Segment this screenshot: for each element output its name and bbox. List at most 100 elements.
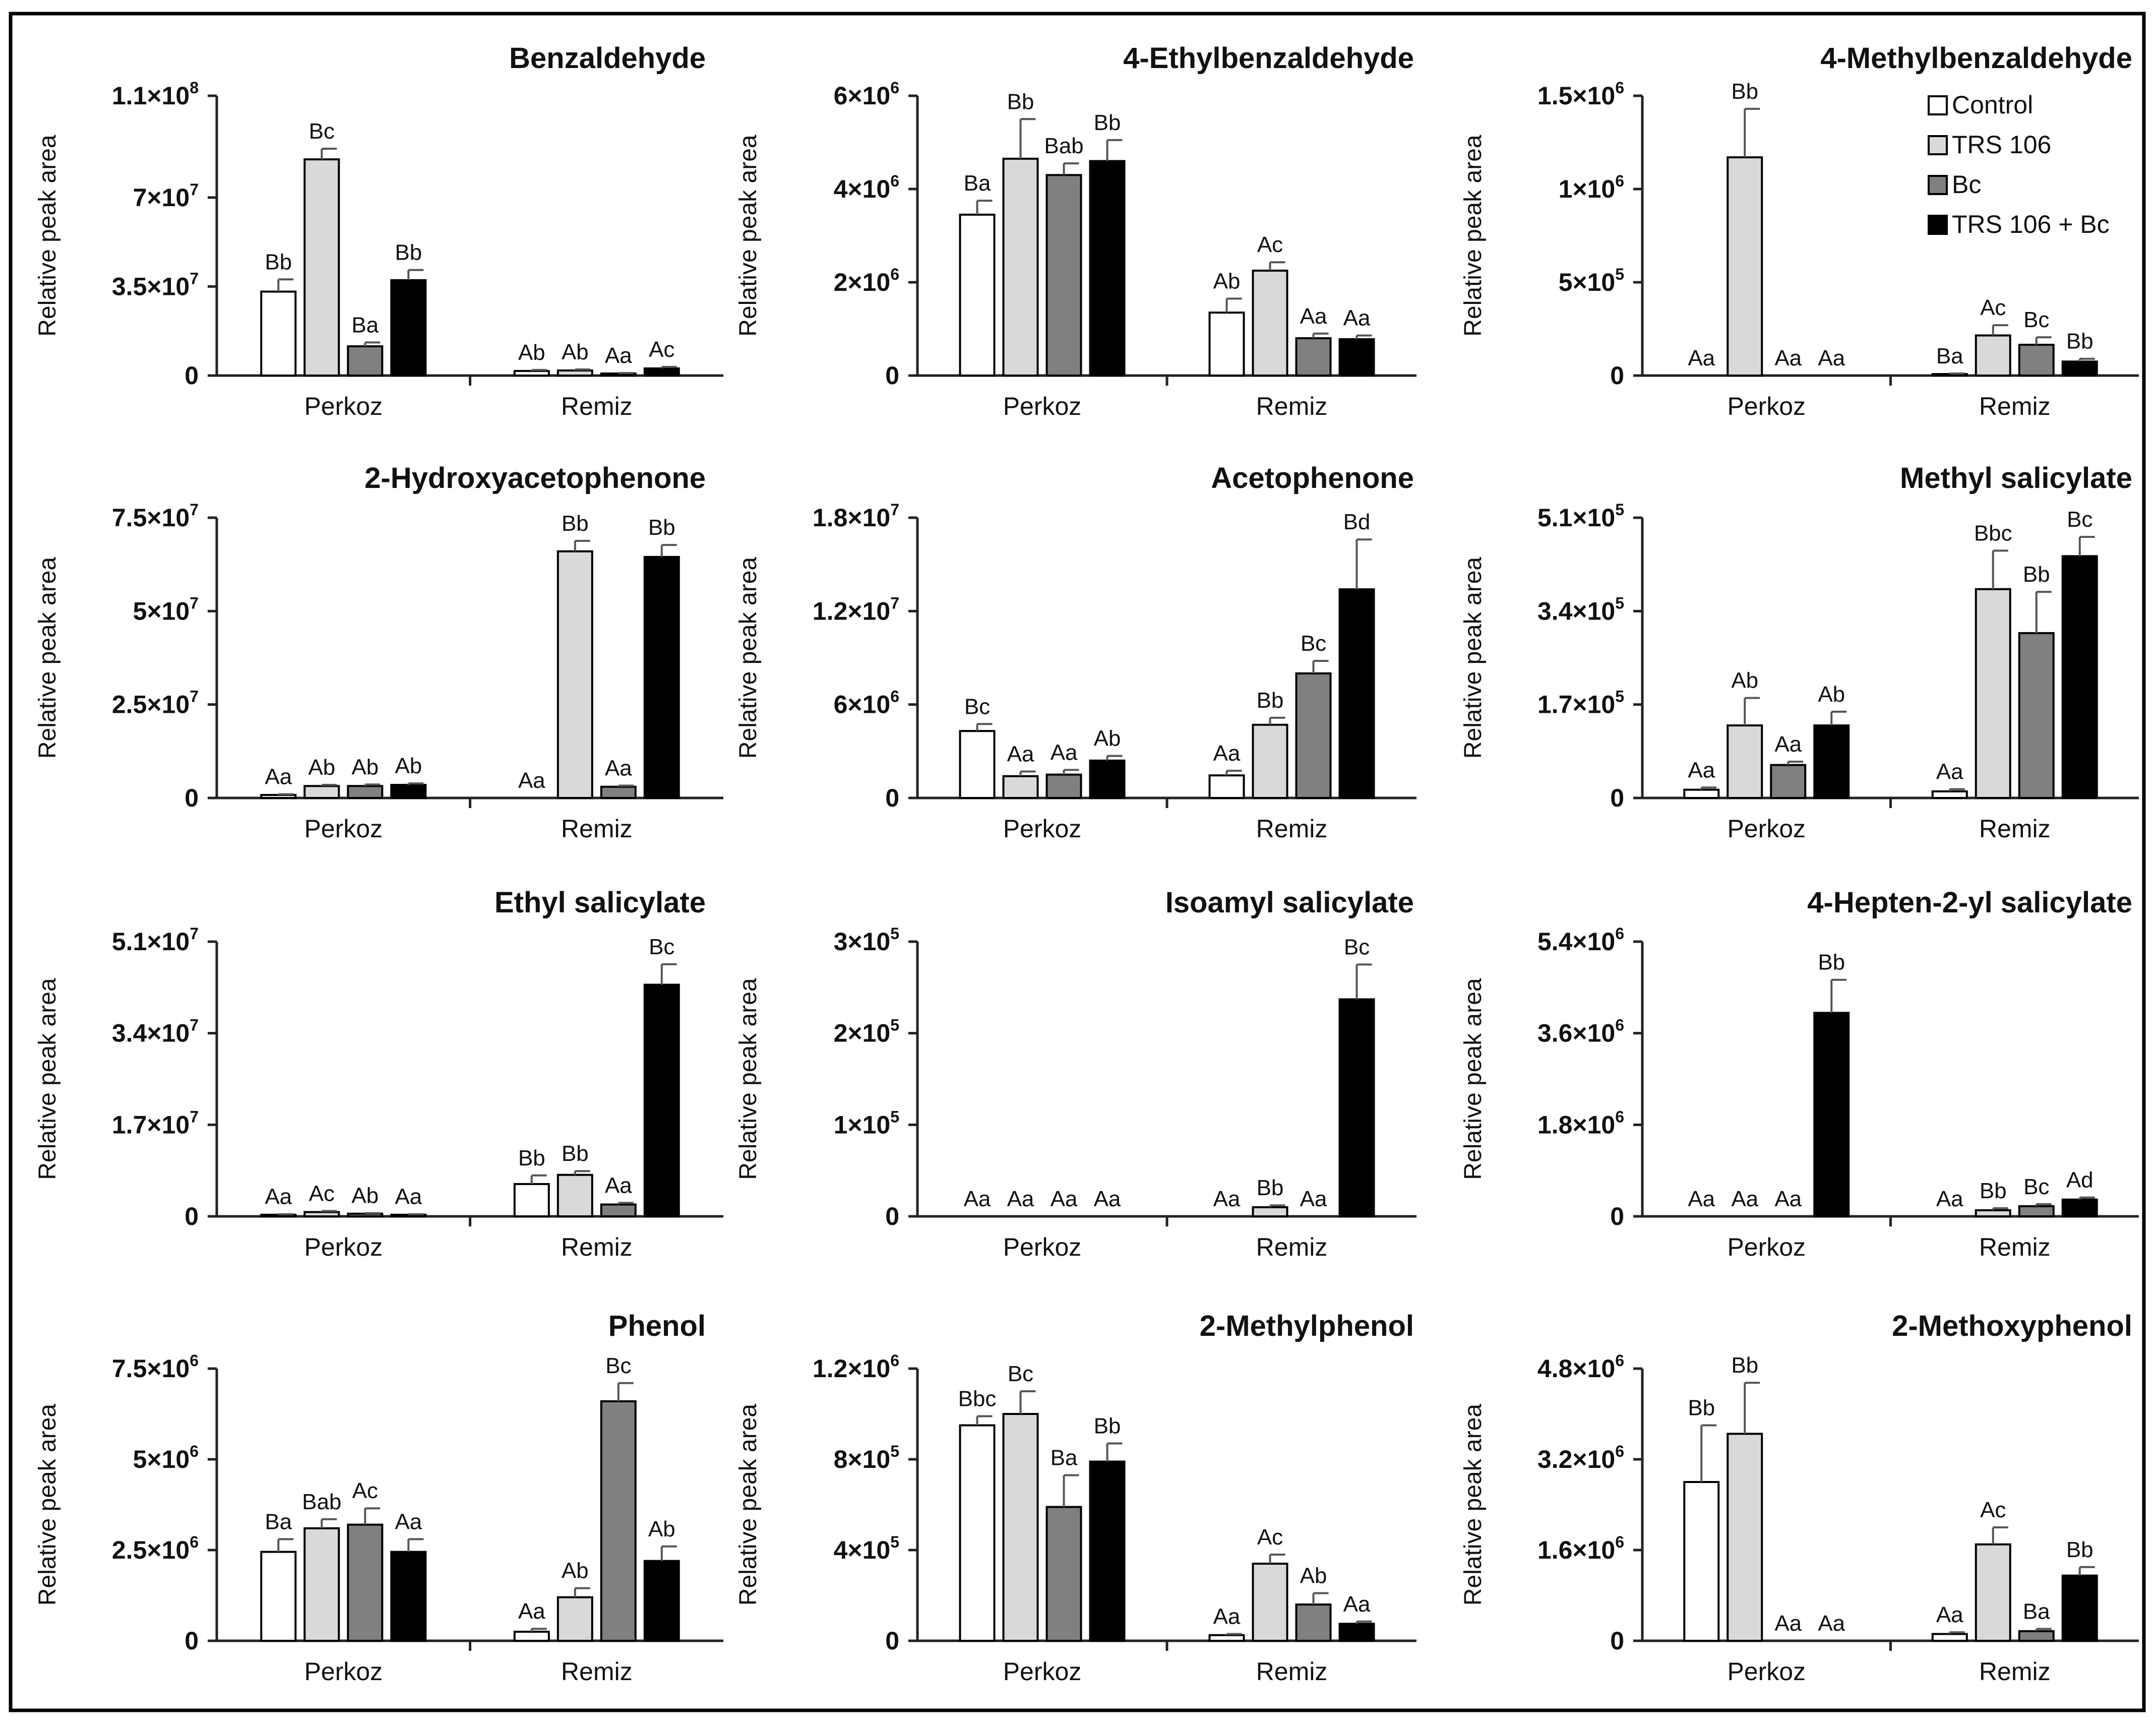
y-axis-label: Relative peak area <box>1460 135 1487 337</box>
y-tick-label: 5.1×105 <box>1537 501 1624 532</box>
x-tick-label-perkoz: Perkoz <box>1727 392 1806 420</box>
significance-label: Bb <box>1980 1179 2007 1203</box>
significance-label: Bb <box>1094 110 1121 135</box>
bar-remiz-trs-106-bc <box>2061 1198 2098 1217</box>
y-tick-label: 0 <box>184 1627 199 1655</box>
significance-label: Ab <box>308 755 335 780</box>
significance-label: Bb <box>648 515 675 540</box>
bar-remiz-trs-106-bc <box>1338 998 1375 1217</box>
y-tick-label: 7.5×107 <box>112 501 199 532</box>
bar-perkoz-control <box>260 794 297 799</box>
bar-perkoz-trs-106-bc <box>390 1551 427 1642</box>
bar-remiz-control <box>1208 774 1245 799</box>
chart-4-hepten-2-yl-salicylate: 4-Hepten-2-yl salicylate Relative peak ar… <box>1460 886 2139 1261</box>
x-tick-label-remiz: Remiz <box>1256 815 1328 843</box>
significance-label: Aa <box>1300 304 1327 329</box>
y-axis-label: Relative peak area <box>735 135 762 337</box>
y-axis-label: Relative peak area <box>735 557 762 759</box>
bar-remiz-trs-106 <box>1975 1543 2011 1642</box>
bar-remiz-bc <box>2018 343 2055 377</box>
significance-label: Aa <box>1343 305 1371 330</box>
y-tick-label: 5×105 <box>1559 265 1624 296</box>
bar-remiz-trs-106-bc <box>643 983 680 1218</box>
significance-label: Bb <box>1688 1396 1715 1421</box>
bar-remiz-trs-106 <box>1252 1206 1288 1217</box>
chart-panels: Benzaldehyde Relative peak area 0 3.5×107 7×… <box>34 42 2139 1686</box>
bar-perkoz-trs-106 <box>303 1527 340 1642</box>
bar-remiz-bc <box>2018 632 2055 799</box>
significance-label: Aa <box>1094 1187 1121 1211</box>
bar-perkoz-bc <box>347 785 384 799</box>
y-tick-label: 1.8×107 <box>813 501 899 532</box>
significance-label: Ac <box>1980 295 2006 320</box>
bar-perkoz-control <box>959 213 996 377</box>
y-tick-label: 0 <box>885 361 899 390</box>
bar-perkoz-trs-106-bc <box>1089 1460 1126 1642</box>
y-tick-label: 1×105 <box>834 1107 899 1139</box>
x-tick-label-perkoz: Perkoz <box>304 815 383 843</box>
significance-label: Aa <box>1818 1611 1845 1636</box>
bar-remiz-trs-106-bc <box>2061 360 2098 377</box>
x-tick-label-remiz: Remiz <box>561 392 633 420</box>
significance-label: Ab <box>1818 682 1845 707</box>
x-tick-label-remiz: Remiz <box>1256 1233 1328 1261</box>
y-tick-label: 3×105 <box>834 924 899 956</box>
bar-remiz-bc <box>600 1400 637 1642</box>
legend: Control TRS 106 Bc TRS 106 + Bc <box>1928 91 2110 238</box>
x-tick-label-perkoz: Perkoz <box>1003 1233 1082 1261</box>
significance-label: Ba <box>1936 344 1963 368</box>
y-tick-label: 6×106 <box>834 688 899 719</box>
significance-label: Bbc <box>1974 521 2012 545</box>
y-axis-label: Relative peak area <box>34 1404 61 1606</box>
y-tick-label: 0 <box>885 784 899 812</box>
significance-label: Aa <box>605 1173 632 1198</box>
significance-label: Aa <box>605 756 632 781</box>
bar-remiz-trs-106-bc <box>2061 555 2098 799</box>
y-tick-label: 4×105 <box>834 1533 899 1564</box>
y-tick-label: 2.5×107 <box>112 688 199 719</box>
x-tick-label-remiz: Remiz <box>1979 815 2051 843</box>
significance-label: Bb <box>1731 79 1758 104</box>
bar-remiz-control <box>1931 1633 1968 1642</box>
bar-perkoz-trs-106 <box>1727 156 1763 377</box>
bar-remiz-trs-106 <box>557 550 593 799</box>
bar-perkoz-control <box>959 1424 996 1642</box>
significance-label: Aa <box>1774 732 1802 757</box>
x-tick-label-perkoz: Perkoz <box>304 392 383 420</box>
y-axis-label: Relative peak area <box>34 978 61 1180</box>
chart-4-methylbenzaldehyde: 4-Methylbenzaldehyde Relative peak area 0 5… <box>1460 42 2139 420</box>
chart-phenol: Phenol Relative peak area 0 2.5×106 5×106 7.5… <box>34 1310 723 1686</box>
chart-methyl-salicylate: Methyl salicylate Relative peak area 0 1.7×… <box>1460 462 2139 843</box>
bar-perkoz-trs-106 <box>1002 1413 1039 1642</box>
x-tick-label-remiz: Remiz <box>1979 392 2051 420</box>
significance-label: Ba <box>1051 1446 1078 1470</box>
significance-label: Bbc <box>958 1387 997 1411</box>
y-tick-label: 1.8×106 <box>1537 1107 1624 1139</box>
bar-perkoz-control <box>260 1551 297 1642</box>
y-tick-label: 1.5×106 <box>1537 79 1624 110</box>
bar-remiz-bc <box>600 785 637 799</box>
significance-label: Bc <box>1301 631 1326 656</box>
bar-remiz-trs-106-bc <box>643 1560 680 1642</box>
chart-benzaldehyde: Benzaldehyde Relative peak area 0 3.5×107 7×… <box>34 42 723 420</box>
bar-remiz-trs-106-bc <box>643 556 680 799</box>
bar-remiz-trs-106-bc <box>643 367 680 377</box>
bar-perkoz-bc <box>347 1523 384 1642</box>
significance-label: Aa <box>1300 1187 1327 1211</box>
chart-title: 2-Methylphenol <box>1200 1310 1414 1342</box>
bar-perkoz-trs-106-bc <box>1813 724 1850 799</box>
chart-title: Isoamyl salicylate <box>1165 886 1414 919</box>
bar-remiz-control <box>1931 790 1968 799</box>
significance-label: Bb <box>1007 89 1034 114</box>
bar-perkoz-trs-106-bc <box>390 279 427 377</box>
bar-perkoz-trs-106-bc <box>1089 160 1126 377</box>
bar-remiz-control <box>1208 312 1245 377</box>
x-tick-label-perkoz: Perkoz <box>304 1657 383 1686</box>
bar-remiz-control <box>513 1183 550 1217</box>
y-tick-label: 2×106 <box>834 265 899 296</box>
significance-label: Ab <box>1300 1564 1327 1588</box>
y-tick-label: 8×105 <box>834 1442 899 1473</box>
x-tick-label-remiz: Remiz <box>561 815 633 843</box>
y-tick-label: 0 <box>1610 361 1624 390</box>
y-tick-label: 5×107 <box>133 594 199 625</box>
